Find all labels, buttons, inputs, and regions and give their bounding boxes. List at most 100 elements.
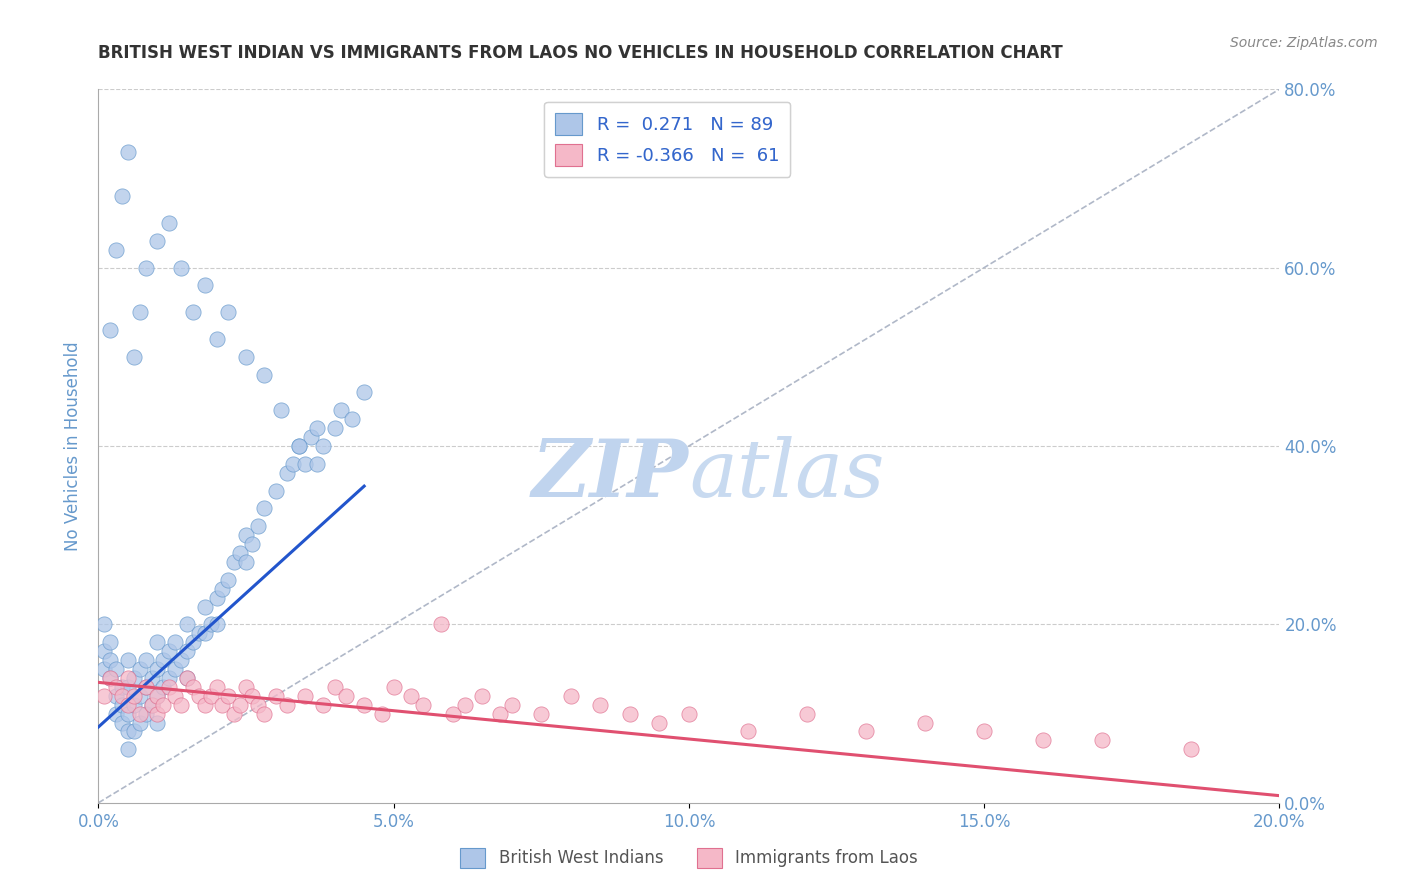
Point xyxy=(117,145,139,159)
Point xyxy=(98,671,121,685)
Point xyxy=(176,671,198,685)
Point xyxy=(122,350,145,364)
Point xyxy=(152,653,174,667)
Point xyxy=(146,662,169,676)
Point xyxy=(205,591,228,605)
Point xyxy=(187,689,209,703)
Point xyxy=(111,698,134,712)
Point xyxy=(98,635,121,649)
Point xyxy=(246,519,269,533)
Point xyxy=(323,421,346,435)
Point xyxy=(501,698,523,712)
Point xyxy=(135,680,157,694)
Point xyxy=(253,706,276,721)
Point xyxy=(146,715,169,730)
Point xyxy=(294,457,316,471)
Point xyxy=(371,706,394,721)
Point xyxy=(98,653,121,667)
Point xyxy=(105,706,128,721)
Point xyxy=(200,617,222,632)
Point xyxy=(146,689,169,703)
Text: Source: ZipAtlas.com: Source: ZipAtlas.com xyxy=(1230,36,1378,50)
Point xyxy=(165,689,187,703)
Point xyxy=(276,466,298,480)
Point xyxy=(128,689,150,703)
Point xyxy=(235,350,257,364)
Point xyxy=(305,421,328,435)
Point xyxy=(737,724,759,739)
Point xyxy=(796,706,818,721)
Point xyxy=(122,724,145,739)
Point xyxy=(489,706,512,721)
Point xyxy=(530,706,553,721)
Point xyxy=(165,635,187,649)
Point xyxy=(157,216,180,230)
Point xyxy=(235,528,257,542)
Point xyxy=(229,698,252,712)
Point xyxy=(117,680,139,694)
Point xyxy=(111,189,134,203)
Point xyxy=(205,617,228,632)
Point xyxy=(146,635,169,649)
Point xyxy=(157,644,180,658)
Point xyxy=(217,305,239,319)
Point xyxy=(128,715,150,730)
Point xyxy=(141,671,163,685)
Point xyxy=(412,698,434,712)
Point xyxy=(589,698,612,712)
Point xyxy=(170,653,193,667)
Point xyxy=(111,689,134,703)
Point xyxy=(205,680,228,694)
Point xyxy=(176,617,198,632)
Point xyxy=(194,599,217,614)
Point xyxy=(117,706,139,721)
Point xyxy=(288,439,311,453)
Point xyxy=(194,626,217,640)
Y-axis label: No Vehicles in Household: No Vehicles in Household xyxy=(63,341,82,551)
Point xyxy=(276,698,298,712)
Point xyxy=(181,305,204,319)
Point xyxy=(176,671,198,685)
Point xyxy=(855,724,877,739)
Point xyxy=(122,671,145,685)
Point xyxy=(335,689,357,703)
Point xyxy=(165,662,187,676)
Point xyxy=(217,689,239,703)
Point xyxy=(194,698,217,712)
Text: atlas: atlas xyxy=(689,436,884,513)
Point xyxy=(105,662,128,676)
Point xyxy=(194,278,217,293)
Point xyxy=(170,698,193,712)
Point xyxy=(187,626,209,640)
Point xyxy=(135,680,157,694)
Point xyxy=(98,323,121,337)
Point xyxy=(299,430,322,444)
Point xyxy=(146,706,169,721)
Point xyxy=(176,644,198,658)
Point xyxy=(453,698,475,712)
Point xyxy=(93,689,115,703)
Point xyxy=(229,546,252,560)
Point xyxy=(305,457,328,471)
Point xyxy=(93,644,115,658)
Point xyxy=(353,385,375,400)
Point xyxy=(1180,742,1202,756)
Point xyxy=(240,537,263,551)
Point xyxy=(246,698,269,712)
Point xyxy=(135,706,157,721)
Point xyxy=(117,653,139,667)
Point xyxy=(217,573,239,587)
Point xyxy=(111,680,134,694)
Point xyxy=(117,698,139,712)
Point xyxy=(264,483,287,498)
Point xyxy=(224,706,246,721)
Point xyxy=(146,689,169,703)
Point xyxy=(181,635,204,649)
Point xyxy=(135,653,157,667)
Point xyxy=(235,555,257,569)
Point xyxy=(312,439,335,453)
Point xyxy=(98,671,121,685)
Point xyxy=(117,742,139,756)
Point xyxy=(1032,733,1054,747)
Point xyxy=(93,617,115,632)
